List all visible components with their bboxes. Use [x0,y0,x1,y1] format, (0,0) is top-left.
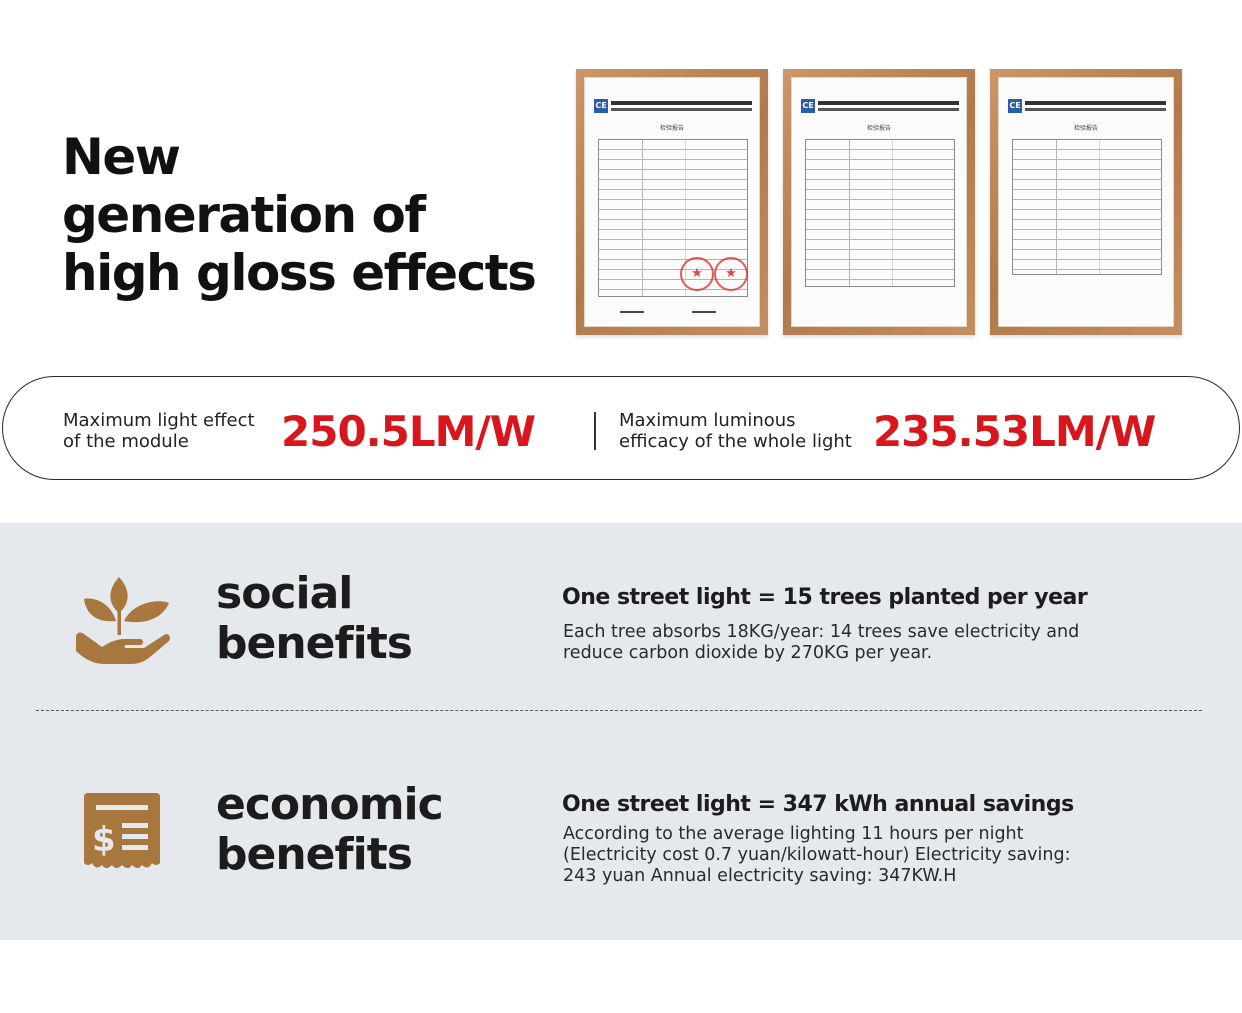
efficacy-divider [594,412,596,450]
hero-title-line: New [62,128,181,186]
signature-mark [692,311,716,313]
section-divider [36,710,1202,711]
signature-mark [620,311,644,313]
hero-title-line: high gloss effects [62,244,537,302]
svg-text:$: $ [92,820,116,860]
certificate-paper: CE 检验报告 [584,77,760,327]
benefits-panel: social benefits One street light = 15 tr… [0,523,1242,940]
plant-hand-icon [76,577,171,664]
dollar-receipt-icon: $ [84,793,160,868]
economic-benefits-headline: One street light = 347 kWh annual saving… [562,792,1074,817]
social-benefits-headline: One street light = 15 trees planted per … [562,585,1088,610]
certificate-frame: CE 检验报告 [576,69,768,335]
module-efficacy-label: Maximum light effect of the module [63,410,255,452]
lab-logo-icon: CE [1008,99,1022,113]
lab-logo-icon: CE [594,99,608,113]
certificate-paper: CE 检验报告 [998,77,1174,327]
whole-light-efficacy-label: Maximum luminous efficacy of the whole l… [619,410,852,452]
certificate-table [1012,139,1162,275]
hero-title-line: generation of [62,186,426,244]
economic-benefits-title: economic benefits [216,779,444,880]
efficacy-banner: Maximum light effect of the module 250.5… [2,376,1240,480]
red-seal-icon [714,257,748,291]
red-seal-icon [680,257,714,291]
certificate-paper: CE 检验报告 [791,77,967,327]
certificate-gallery: CE 检验报告 CE 检验报告 CE 检验报告 [576,69,1182,335]
economic-benefits-description: According to the average lighting 11 hou… [563,824,1071,886]
social-benefits-title: social benefits [216,568,413,669]
certificate-title: 检验报告 [866,125,891,132]
module-efficacy-value: 250.5LM/W [281,407,536,456]
certificate-title: 检验报告 [659,125,684,132]
certificate-frame: CE 检验报告 [783,69,975,335]
social-benefits-description: Each tree absorbs 18KG/year: 14 trees sa… [563,622,1080,663]
lab-logo-icon: CE [801,99,815,113]
certificate-table [805,139,955,287]
hero-title: New generation of high gloss effects [62,128,562,302]
certificate-title: 检验报告 [1073,125,1098,132]
whole-light-efficacy-value: 235.53LM/W [873,407,1156,456]
certificate-frame: CE 检验报告 [990,69,1182,335]
